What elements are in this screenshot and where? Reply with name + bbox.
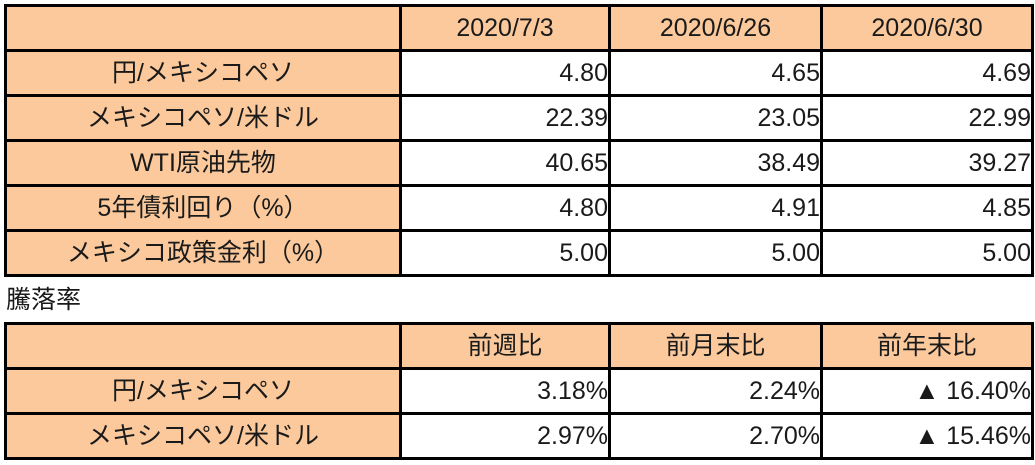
- value-cell: 4.69: [820, 49, 1034, 97]
- table-row: メキシコペソ/米ドル 22.39 23.05 22.99: [4, 94, 1034, 142]
- table1-date-header-2: 2020/6/26: [608, 4, 823, 52]
- value-cell: 39.27: [820, 139, 1034, 187]
- row-label-jpy-mxn: 円/メキシコペソ: [4, 49, 402, 97]
- table-header-row: 前週比 前月末比 前年末比: [4, 322, 1034, 370]
- value-cell: 4.85: [820, 184, 1034, 232]
- value-cell: 4.80: [399, 184, 611, 232]
- table-row: メキシコペソ/米ドル 2.97% 2.70% ▲ 15.46%: [4, 412, 1034, 460]
- value-cell: 40.65: [399, 139, 611, 187]
- value-cell: 2.97%: [399, 412, 611, 460]
- row-label-wti-futures: WTI原油先物: [4, 139, 402, 187]
- value-cell: 2.70%: [608, 412, 823, 460]
- value-cell: 5.00: [399, 229, 611, 277]
- value-cell: 2.24%: [608, 367, 823, 415]
- value-cell: 3.18%: [399, 367, 611, 415]
- row-label-jpy-mxn: 円/メキシコペソ: [4, 367, 402, 415]
- table2-header-year-end: 前年末比: [820, 322, 1034, 370]
- table-row: WTI原油先物 40.65 38.49 39.27: [4, 139, 1034, 187]
- table1-corner-cell: [4, 4, 402, 52]
- value-cell: 22.99: [820, 94, 1034, 142]
- table-row: 円/メキシコペソ 4.80 4.65 4.69: [4, 49, 1034, 97]
- value-cell: 4.65: [608, 49, 823, 97]
- row-label-mxn-usd: メキシコペソ/米ドル: [4, 94, 402, 142]
- value-cell: 5.00: [608, 229, 823, 277]
- row-label-mxn-usd: メキシコペソ/米ドル: [4, 412, 402, 460]
- change-rate-table: 前週比 前月末比 前年末比 円/メキシコペソ 3.18% 2.24% ▲ 16.…: [4, 322, 1034, 460]
- table2-header-weekly: 前週比: [399, 322, 611, 370]
- value-cell-negative: ▲ 15.46%: [820, 412, 1034, 460]
- row-label-policy-rate: メキシコ政策金利（%）: [4, 229, 402, 277]
- value-cell: 5.00: [820, 229, 1034, 277]
- table1-date-header-3: 2020/6/30: [820, 4, 1034, 52]
- table1-date-header-1: 2020/7/3: [399, 4, 611, 52]
- section-title: 騰落率: [6, 286, 82, 314]
- value-cell: 4.91: [608, 184, 823, 232]
- value-cell: 22.39: [399, 94, 611, 142]
- table2-header-month-end: 前月末比: [608, 322, 823, 370]
- row-label-5y-yield: 5年債利回り（%）: [4, 184, 402, 232]
- value-cell: 38.49: [608, 139, 823, 187]
- value-cell-negative: ▲ 16.40%: [820, 367, 1034, 415]
- table2-corner-cell: [4, 322, 402, 370]
- table-row: 円/メキシコペソ 3.18% 2.24% ▲ 16.40%: [4, 367, 1034, 415]
- table-header-row: 2020/7/3 2020/6/26 2020/6/30: [4, 4, 1034, 52]
- value-cell: 23.05: [608, 94, 823, 142]
- table-row: メキシコ政策金利（%） 5.00 5.00 5.00: [4, 229, 1034, 277]
- market-levels-table: 2020/7/3 2020/6/26 2020/6/30 円/メキシコペソ 4.…: [4, 4, 1034, 277]
- value-cell: 4.80: [399, 49, 611, 97]
- table-row: 5年債利回り（%） 4.80 4.91 4.85: [4, 184, 1034, 232]
